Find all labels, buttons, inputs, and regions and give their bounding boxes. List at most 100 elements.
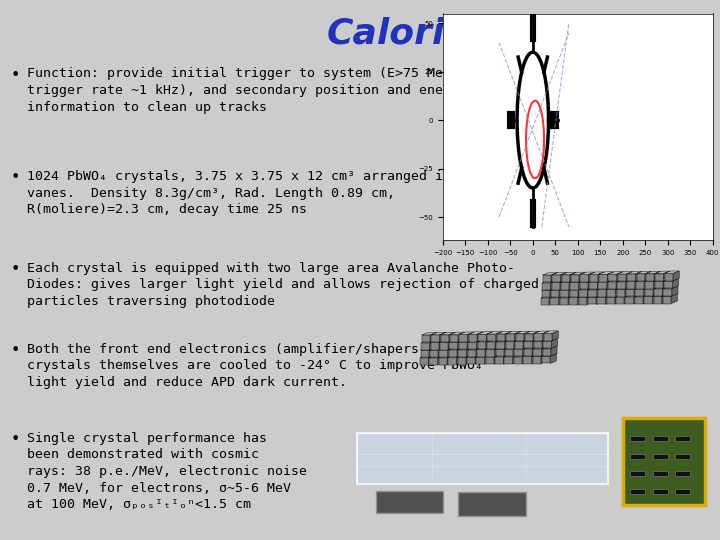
Polygon shape	[579, 289, 588, 297]
Polygon shape	[652, 294, 659, 304]
Polygon shape	[551, 346, 557, 356]
Polygon shape	[607, 297, 615, 304]
Polygon shape	[663, 288, 672, 296]
Polygon shape	[624, 294, 631, 304]
Polygon shape	[505, 354, 519, 356]
Text: •: •	[11, 170, 20, 185]
Polygon shape	[588, 289, 597, 297]
Polygon shape	[655, 271, 670, 273]
Polygon shape	[468, 332, 474, 342]
Polygon shape	[430, 348, 444, 350]
Polygon shape	[588, 287, 593, 297]
Polygon shape	[578, 298, 587, 305]
Polygon shape	[654, 271, 660, 281]
Polygon shape	[589, 272, 595, 282]
Polygon shape	[589, 280, 603, 282]
Polygon shape	[580, 280, 594, 282]
Polygon shape	[541, 298, 549, 305]
Bar	[631, 471, 645, 476]
Text: •: •	[11, 262, 20, 277]
Polygon shape	[569, 295, 584, 298]
Polygon shape	[552, 280, 566, 282]
Polygon shape	[523, 349, 532, 356]
Polygon shape	[635, 296, 643, 304]
Polygon shape	[438, 348, 444, 357]
Polygon shape	[448, 347, 454, 357]
Polygon shape	[515, 341, 523, 349]
Polygon shape	[478, 332, 492, 334]
Bar	[675, 454, 690, 459]
Polygon shape	[495, 354, 510, 357]
Polygon shape	[627, 272, 642, 274]
Polygon shape	[626, 279, 641, 281]
Polygon shape	[514, 349, 523, 356]
Polygon shape	[428, 355, 435, 365]
Polygon shape	[608, 272, 623, 274]
Polygon shape	[654, 279, 669, 281]
Polygon shape	[580, 272, 585, 282]
Polygon shape	[487, 342, 495, 349]
Polygon shape	[665, 271, 679, 273]
Text: •: •	[11, 432, 20, 447]
Polygon shape	[570, 272, 576, 282]
Polygon shape	[588, 297, 596, 305]
Polygon shape	[477, 332, 483, 342]
Polygon shape	[607, 294, 621, 297]
Polygon shape	[449, 340, 454, 349]
Polygon shape	[467, 347, 472, 357]
Polygon shape	[616, 289, 625, 296]
Polygon shape	[542, 280, 557, 282]
Polygon shape	[653, 286, 660, 296]
Polygon shape	[440, 340, 454, 342]
Polygon shape	[636, 281, 644, 289]
Polygon shape	[477, 342, 486, 349]
Bar	[653, 454, 668, 459]
Polygon shape	[449, 342, 458, 349]
Polygon shape	[570, 290, 578, 297]
Polygon shape	[560, 280, 566, 290]
Polygon shape	[542, 348, 551, 356]
Polygon shape	[477, 339, 492, 342]
Polygon shape	[616, 279, 622, 289]
Polygon shape	[590, 274, 598, 282]
Polygon shape	[543, 273, 557, 275]
Polygon shape	[643, 294, 649, 304]
Polygon shape	[458, 347, 472, 350]
Bar	[653, 436, 668, 441]
Polygon shape	[533, 349, 541, 356]
Polygon shape	[552, 275, 561, 282]
Polygon shape	[494, 354, 500, 364]
Polygon shape	[524, 341, 533, 348]
Polygon shape	[634, 287, 641, 296]
Polygon shape	[578, 287, 584, 297]
Polygon shape	[450, 335, 459, 342]
Polygon shape	[616, 294, 631, 297]
Polygon shape	[504, 347, 510, 356]
Polygon shape	[438, 357, 447, 365]
Polygon shape	[542, 356, 550, 363]
Polygon shape	[569, 287, 575, 297]
Polygon shape	[626, 296, 634, 304]
Polygon shape	[654, 286, 669, 289]
Polygon shape	[534, 341, 542, 348]
Polygon shape	[477, 349, 485, 357]
Polygon shape	[459, 332, 474, 334]
Polygon shape	[570, 287, 584, 290]
Polygon shape	[421, 340, 436, 342]
Polygon shape	[458, 340, 464, 349]
Polygon shape	[662, 286, 669, 296]
Polygon shape	[645, 281, 654, 288]
Polygon shape	[449, 332, 455, 342]
Polygon shape	[515, 339, 529, 341]
Polygon shape	[580, 282, 588, 289]
Polygon shape	[550, 295, 565, 298]
Polygon shape	[543, 341, 552, 348]
Polygon shape	[598, 297, 606, 305]
Polygon shape	[626, 294, 640, 296]
Text: Calorimeter: Calorimeter	[326, 16, 567, 50]
Polygon shape	[467, 349, 476, 357]
Polygon shape	[458, 492, 526, 516]
Polygon shape	[541, 288, 556, 290]
Text: 1024 PbWO₄ crystals, 3.75 x 3.75 x 12 cm³ arranged in four
vanes.  Density 8.3g/: 1024 PbWO₄ crystals, 3.75 x 3.75 x 12 cm…	[27, 170, 491, 216]
Polygon shape	[441, 335, 449, 342]
